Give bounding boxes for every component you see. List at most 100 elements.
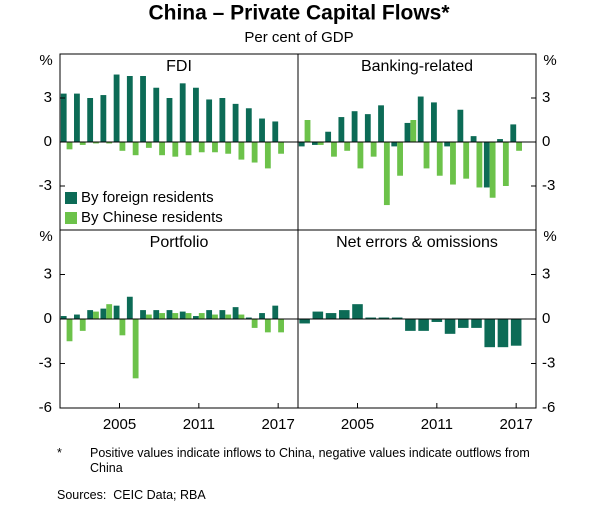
bar bbox=[457, 109, 464, 142]
bar bbox=[298, 142, 305, 147]
bar bbox=[325, 131, 332, 142]
bar bbox=[100, 308, 107, 319]
bar bbox=[352, 304, 363, 319]
bar bbox=[272, 305, 279, 319]
y-tick-label: 3 bbox=[542, 89, 550, 106]
bar bbox=[404, 122, 411, 142]
bar bbox=[431, 102, 437, 142]
bar bbox=[126, 296, 133, 319]
bar bbox=[471, 319, 482, 328]
bar bbox=[225, 142, 232, 154]
bar bbox=[119, 142, 126, 151]
y-unit: % bbox=[543, 228, 556, 245]
bar bbox=[198, 313, 205, 319]
bar bbox=[383, 142, 390, 206]
bar bbox=[100, 95, 107, 142]
legend-swatch bbox=[65, 192, 77, 204]
bar bbox=[304, 120, 311, 142]
bar bbox=[106, 304, 113, 319]
bar bbox=[489, 142, 496, 198]
panel-title: FDI bbox=[166, 58, 192, 75]
bar bbox=[66, 142, 73, 150]
bar bbox=[484, 319, 496, 348]
bar bbox=[516, 142, 522, 151]
note-marker: * bbox=[57, 446, 62, 460]
bar bbox=[365, 317, 377, 319]
bar bbox=[378, 317, 390, 319]
bar bbox=[93, 311, 99, 319]
bar bbox=[93, 142, 99, 144]
bar bbox=[185, 313, 192, 319]
bar bbox=[312, 142, 318, 145]
bar bbox=[264, 319, 271, 333]
bar bbox=[444, 142, 451, 147]
bar bbox=[338, 310, 350, 319]
bar bbox=[172, 313, 179, 319]
bar bbox=[510, 124, 517, 142]
y-tick-label: 0 bbox=[44, 133, 52, 150]
y-tick-label: 3 bbox=[44, 89, 52, 106]
bar bbox=[312, 311, 324, 319]
bar bbox=[510, 319, 522, 346]
bar bbox=[219, 98, 226, 142]
bar bbox=[126, 76, 133, 142]
bar bbox=[113, 74, 120, 142]
bar bbox=[206, 99, 213, 142]
bar bbox=[497, 139, 503, 142]
bar bbox=[317, 142, 324, 145]
bar bbox=[331, 142, 337, 157]
bar bbox=[391, 317, 403, 319]
bar bbox=[423, 142, 430, 169]
bar bbox=[391, 142, 398, 147]
bar bbox=[145, 314, 152, 319]
bar bbox=[351, 111, 358, 142]
panel-title: Net errors & omissions bbox=[336, 234, 498, 251]
bar bbox=[140, 76, 146, 142]
bar bbox=[232, 307, 239, 319]
bar bbox=[251, 142, 258, 163]
y-tick-label: -3 bbox=[39, 354, 52, 371]
bar bbox=[470, 136, 477, 142]
bar bbox=[410, 120, 417, 142]
sources: Sources: CEIC Data; RBA bbox=[57, 488, 206, 502]
bar bbox=[476, 142, 483, 188]
bar bbox=[397, 142, 403, 176]
bar bbox=[370, 142, 377, 157]
y-tick-label: -3 bbox=[39, 177, 52, 194]
bar bbox=[179, 83, 186, 142]
x-tick-label: 2017 bbox=[261, 416, 294, 433]
bar bbox=[357, 142, 364, 169]
bar bbox=[299, 319, 310, 324]
bar bbox=[159, 313, 165, 319]
bar bbox=[212, 142, 218, 153]
bar bbox=[251, 319, 258, 328]
bar bbox=[60, 93, 67, 142]
bar bbox=[206, 310, 213, 319]
y-tick-label: 3 bbox=[44, 265, 52, 282]
bar bbox=[159, 142, 165, 156]
bar bbox=[87, 98, 94, 142]
bar bbox=[483, 142, 490, 188]
bar bbox=[232, 103, 239, 142]
bar bbox=[179, 311, 186, 319]
bar bbox=[60, 316, 67, 319]
bar bbox=[145, 142, 152, 148]
legend-swatch bbox=[65, 212, 77, 224]
bar bbox=[66, 319, 73, 342]
bar bbox=[74, 93, 80, 142]
bar bbox=[436, 142, 443, 176]
x-tick-label: 2011 bbox=[421, 416, 453, 433]
x-tick-label: 2011 bbox=[183, 416, 215, 433]
y-unit: % bbox=[543, 52, 556, 69]
y-unit: % bbox=[39, 52, 52, 69]
bar bbox=[153, 310, 160, 319]
bar bbox=[193, 316, 199, 319]
bar bbox=[344, 142, 351, 151]
legend-label: By Chinese residents bbox=[81, 209, 223, 226]
y-tick-label: 0 bbox=[542, 133, 550, 150]
bar bbox=[463, 142, 470, 179]
bar bbox=[278, 142, 284, 154]
y-tick-label: -6 bbox=[542, 399, 555, 416]
x-tick-label: 2005 bbox=[341, 416, 374, 433]
